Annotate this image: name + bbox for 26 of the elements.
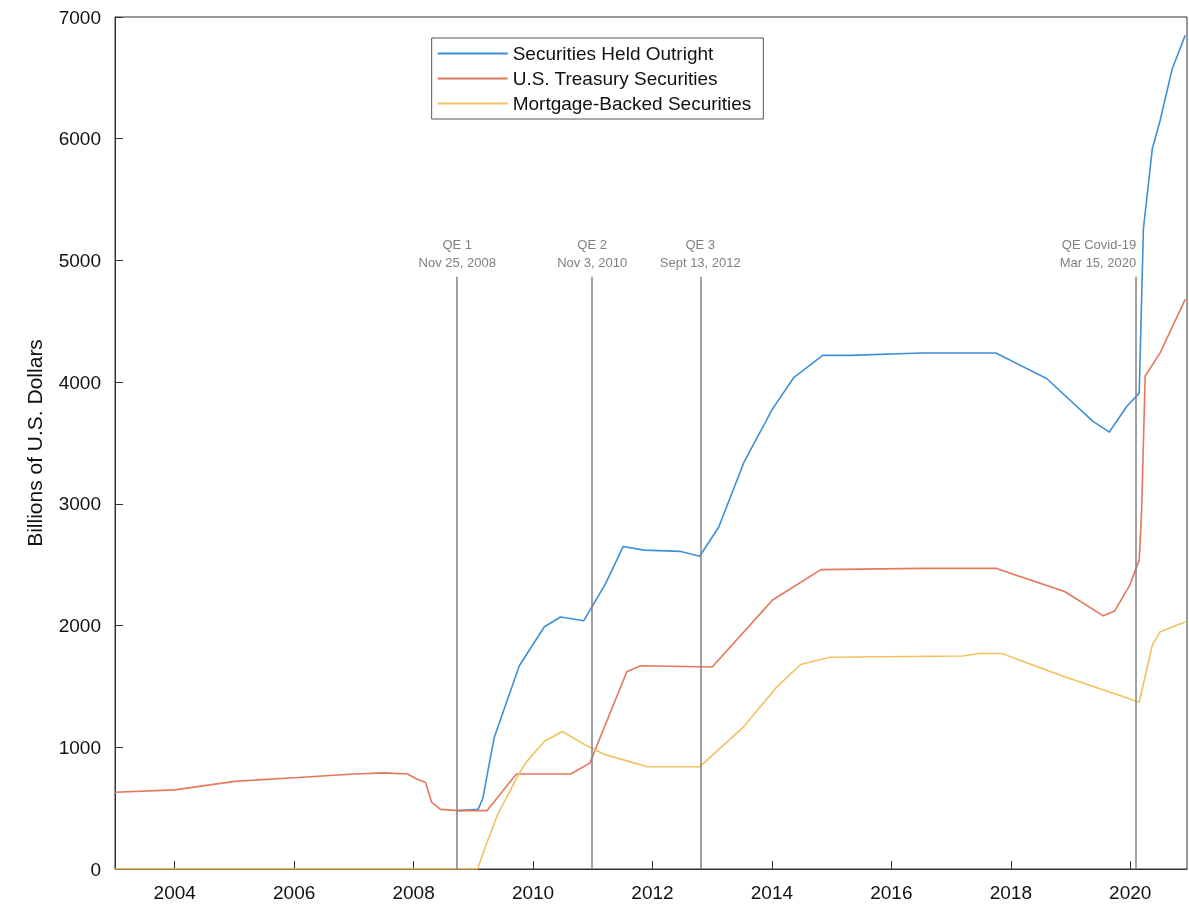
legend-label: Securities Held Outright xyxy=(512,43,715,64)
y-axis-title: Billions of U.S. Dollars xyxy=(23,339,46,547)
ref-line-label: QE Covid-19 Mar 15, 2020 xyxy=(1059,237,1137,271)
line-series xyxy=(114,298,1187,812)
legend-label: Mortgage-Backed Securities xyxy=(512,93,752,114)
y-tick-label: 7000 xyxy=(58,6,101,28)
x-tick-label: 2016 xyxy=(870,882,913,903)
x-tick-label: 2008 xyxy=(392,882,435,903)
x-tick-label: 2010 xyxy=(511,882,555,903)
y-tick-label: 1000 xyxy=(58,736,101,758)
x-tick-label: 2018 xyxy=(989,882,1032,903)
ref-line-label: QE 3 Sept 13, 2012 xyxy=(659,237,741,271)
x-tick-label: 2006 xyxy=(273,882,316,903)
y-tick-label: 3000 xyxy=(58,493,101,515)
x-tick-label: 2004 xyxy=(153,882,197,903)
x-tick-label: 2014 xyxy=(750,882,794,903)
y-tick-label: 2000 xyxy=(58,615,101,637)
y-tick-label: 6000 xyxy=(58,128,101,150)
y-tick-label: 5000 xyxy=(58,249,101,271)
ref-line-label: QE 1 Nov 25, 2008 xyxy=(418,237,496,271)
ref-line-label: QE 2 Nov 3, 2010 xyxy=(557,237,628,271)
y-tick-label: 4000 xyxy=(58,371,101,393)
x-tick-label: 2012 xyxy=(631,882,674,903)
legend-label: U.S. Treasury Securities xyxy=(512,68,718,89)
x-tick-label: 2020 xyxy=(1109,882,1152,903)
y-tick-label: 0 xyxy=(90,858,101,880)
